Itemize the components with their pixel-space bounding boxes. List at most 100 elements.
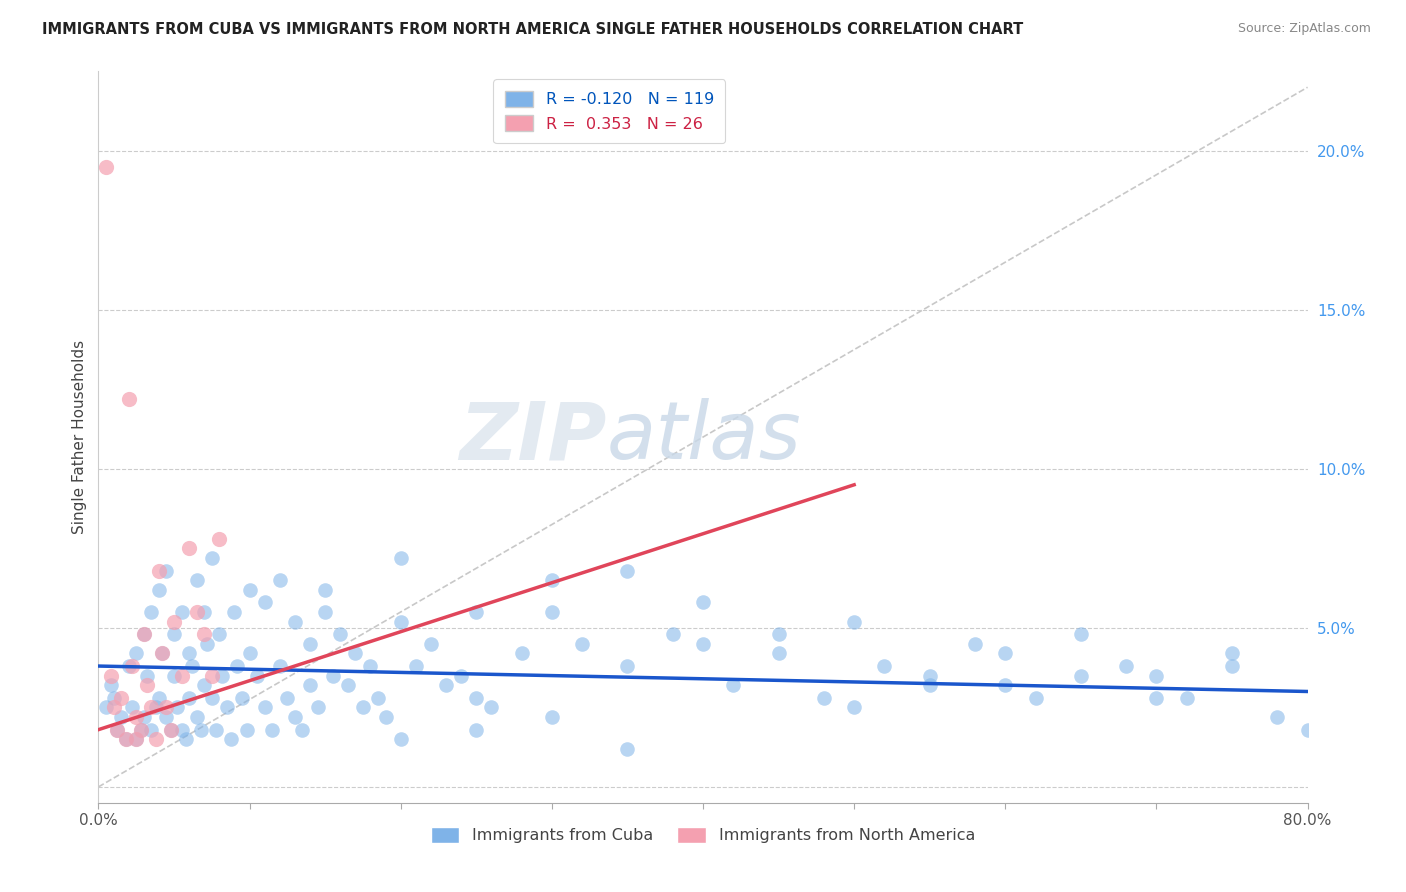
Point	[125, 732, 148, 747]
Point	[360, 659, 382, 673]
Point	[994, 646, 1017, 660]
Point	[420, 637, 443, 651]
Point	[150, 646, 173, 660]
Point	[723, 678, 745, 692]
Legend: Immigrants from Cuba, Immigrants from North America: Immigrants from Cuba, Immigrants from No…	[425, 821, 981, 850]
Point	[145, 700, 167, 714]
Point	[329, 627, 352, 641]
Point	[125, 710, 148, 724]
Point	[1220, 646, 1243, 660]
Point	[510, 646, 533, 660]
Point	[299, 678, 322, 692]
Point	[540, 573, 562, 587]
Point	[105, 723, 128, 737]
Point	[163, 627, 186, 641]
Point	[844, 615, 866, 629]
Point	[1070, 627, 1092, 641]
Point	[1115, 659, 1137, 673]
Point	[768, 646, 790, 660]
Point	[405, 659, 427, 673]
Point	[205, 723, 228, 737]
Point	[103, 690, 125, 705]
Point	[155, 710, 177, 724]
Point	[661, 627, 683, 641]
Point	[1175, 690, 1198, 705]
Point	[1296, 723, 1319, 737]
Point	[692, 637, 714, 651]
Point	[132, 627, 155, 641]
Point	[571, 637, 593, 651]
Point	[1024, 690, 1046, 705]
Point	[129, 723, 152, 737]
Point	[918, 668, 941, 682]
Point	[616, 659, 638, 673]
Point	[215, 700, 238, 714]
Point	[253, 595, 276, 609]
Point	[1144, 668, 1167, 682]
Point	[174, 732, 197, 747]
Point	[135, 668, 157, 682]
Point	[352, 700, 374, 714]
Point	[186, 710, 208, 724]
Text: atlas: atlas	[606, 398, 801, 476]
Point	[155, 700, 177, 714]
Point	[235, 723, 257, 737]
Point	[269, 573, 291, 587]
Point	[1070, 668, 1092, 682]
Point	[135, 678, 157, 692]
Point	[873, 659, 896, 673]
Point	[201, 668, 224, 682]
Point	[179, 690, 201, 705]
Point	[1144, 690, 1167, 705]
Point	[813, 690, 835, 705]
Point	[125, 646, 148, 660]
Point	[465, 723, 488, 737]
Point	[284, 615, 307, 629]
Point	[105, 723, 128, 737]
Point	[163, 615, 186, 629]
Point	[239, 646, 262, 660]
Point	[450, 668, 472, 682]
Point	[208, 532, 231, 546]
Point	[195, 637, 218, 651]
Point	[160, 723, 183, 737]
Point	[284, 710, 307, 724]
Point	[465, 690, 488, 705]
Point	[110, 690, 132, 705]
Point	[181, 659, 204, 673]
Point	[262, 723, 284, 737]
Point	[224, 605, 246, 619]
Point	[211, 668, 233, 682]
Point	[965, 637, 987, 651]
Point	[132, 627, 155, 641]
Point	[201, 550, 224, 565]
Point	[193, 627, 215, 641]
Point	[844, 700, 866, 714]
Point	[269, 659, 291, 673]
Point	[141, 700, 163, 714]
Point	[314, 582, 336, 597]
Point	[253, 700, 276, 714]
Point	[132, 710, 155, 724]
Point	[389, 615, 412, 629]
Point	[186, 573, 208, 587]
Point	[193, 678, 215, 692]
Point	[226, 659, 249, 673]
Point	[163, 668, 186, 682]
Text: IMMIGRANTS FROM CUBA VS IMMIGRANTS FROM NORTH AMERICA SINGLE FATHER HOUSEHOLDS C: IMMIGRANTS FROM CUBA VS IMMIGRANTS FROM …	[42, 22, 1024, 37]
Point	[179, 541, 201, 556]
Point	[994, 678, 1017, 692]
Point	[1220, 659, 1243, 673]
Point	[148, 564, 170, 578]
Point	[110, 710, 132, 724]
Point	[193, 605, 215, 619]
Point	[141, 605, 163, 619]
Point	[100, 678, 122, 692]
Point	[208, 627, 231, 641]
Point	[918, 678, 941, 692]
Y-axis label: Single Father Households: Single Father Households	[72, 340, 87, 534]
Point	[434, 678, 457, 692]
Point	[616, 564, 638, 578]
Point	[201, 690, 224, 705]
Point	[114, 732, 136, 747]
